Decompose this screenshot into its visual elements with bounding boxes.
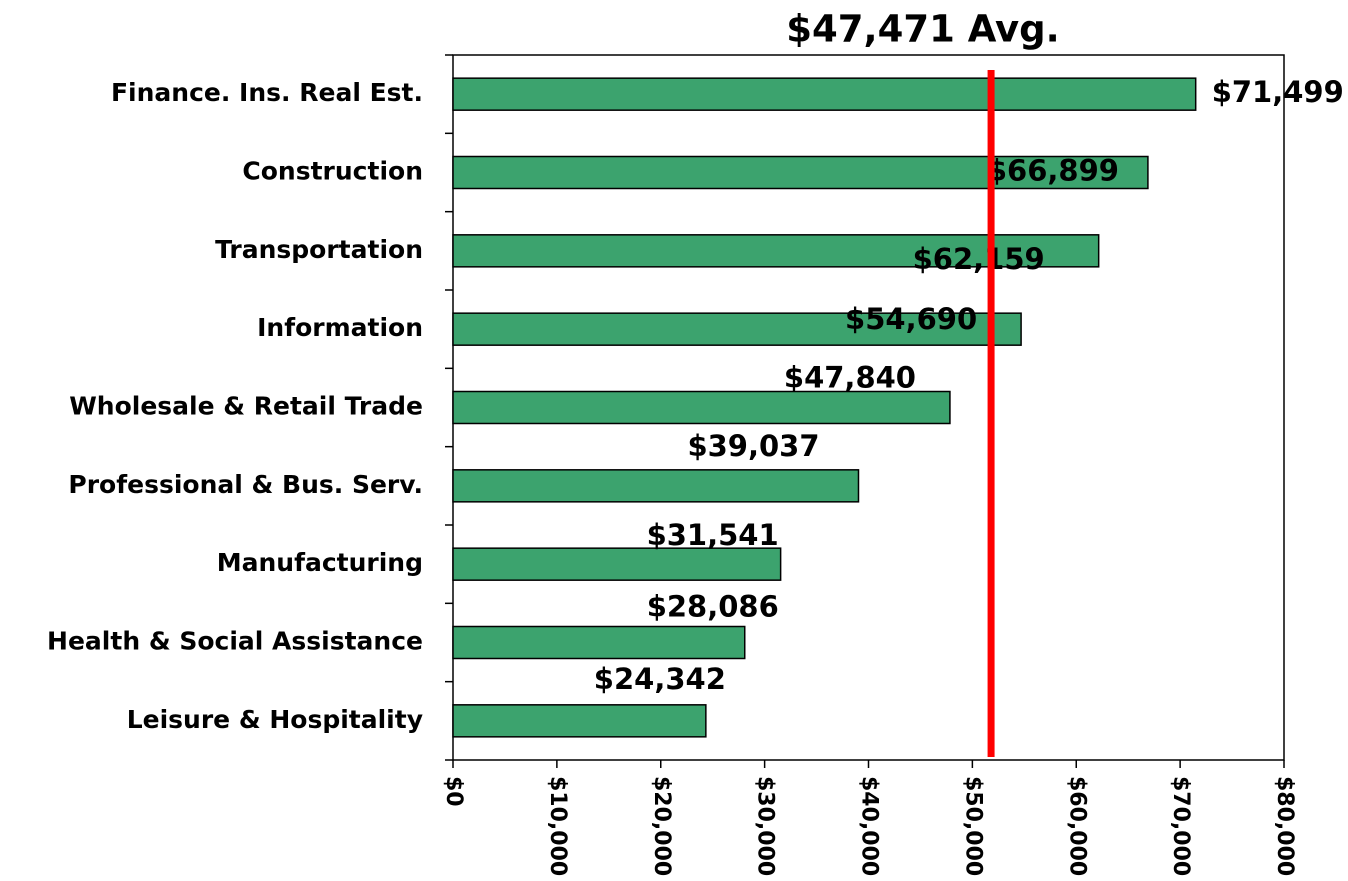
category-label: Information: [257, 313, 423, 342]
x-tick-label: $50,000: [960, 776, 985, 876]
category-label: Construction: [242, 157, 423, 186]
value-label: $54,690: [845, 302, 977, 336]
value-label: $24,342: [594, 662, 726, 696]
x-tick-label: $40,000: [857, 776, 882, 876]
value-label: $47,840: [784, 361, 916, 395]
value-label: $39,037: [687, 429, 819, 463]
x-tick-label: $10,000: [545, 776, 570, 876]
x-tick-label: $0: [441, 776, 466, 807]
category-label: Transportation: [215, 235, 423, 264]
category-label: Health & Social Assistance: [47, 627, 423, 656]
value-label: $62,159: [913, 242, 1045, 276]
bar: [452, 390, 951, 425]
value-label: $66,899: [987, 154, 1119, 188]
bar: [452, 155, 1149, 190]
category-label: Wholesale & Retail Trade: [69, 392, 423, 421]
x-tick-label: $80,000: [1272, 776, 1297, 876]
value-label: $28,086: [647, 590, 779, 624]
bar: [452, 312, 1022, 346]
category-label: Leisure & Hospitality: [127, 705, 423, 734]
category-label: Manufacturing: [217, 548, 423, 577]
value-label: $71,499: [1212, 75, 1344, 109]
bar: [452, 625, 746, 660]
x-tick-label: $70,000: [1168, 776, 1193, 876]
x-tick-label: $30,000: [753, 776, 778, 876]
bar: [452, 469, 860, 503]
category-label: Finance. Ins. Real Est.: [111, 78, 423, 107]
bar: [452, 704, 707, 738]
bar: [452, 547, 782, 581]
annotation: $47,471 Avg.: [786, 8, 1059, 51]
x-tick-label: $20,000: [649, 776, 674, 876]
value-label: $31,541: [647, 518, 779, 552]
category-label: Professional & Bus. Serv.: [68, 470, 423, 499]
bar: [452, 77, 1197, 111]
x-tick-label: $60,000: [1064, 776, 1089, 876]
